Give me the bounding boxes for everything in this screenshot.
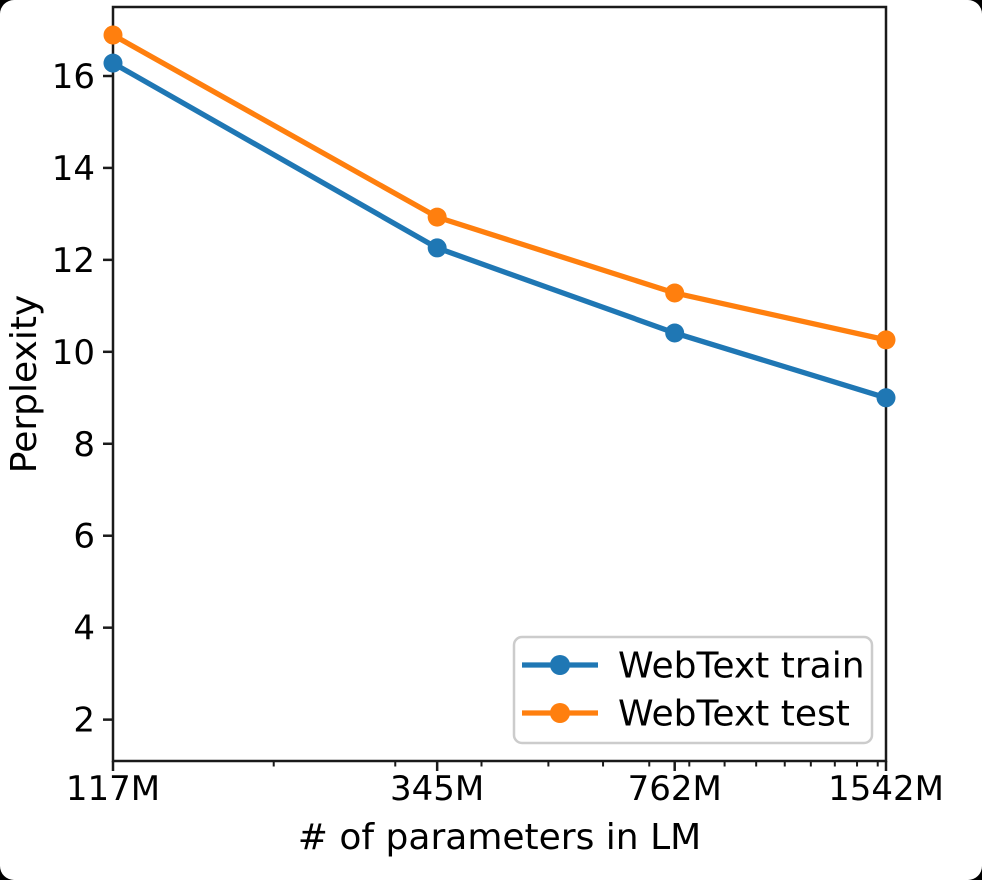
data-point-webtext-test-762m: [665, 283, 685, 303]
data-point-webtext-test-345m: [427, 207, 447, 227]
x-axis-tick-label: 117M: [66, 769, 160, 809]
legend-label-webtext-test: WebText test: [618, 694, 850, 735]
data-point-webtext-train-345m: [427, 238, 447, 258]
data-point-webtext-test-1542m: [876, 330, 896, 350]
data-point-webtext-train-117m: [103, 53, 123, 73]
x-axis-tick-label: 345M: [390, 769, 484, 809]
y-axis-tick-label: 6: [73, 517, 95, 557]
series-line-webtext-test: [111, 32, 887, 343]
legend-swatch-marker-webtext-test: [550, 703, 570, 723]
y-axis-tick-label: 16: [52, 57, 95, 97]
plot-area-spines: [111, 5, 888, 763]
y-axis-tick-label: 8: [73, 425, 95, 465]
x-axis-label: # of parameters in LM: [298, 817, 701, 858]
y-axis-label: Perplexity: [4, 295, 45, 473]
x-axis-tick-label: 762M: [628, 769, 722, 809]
y-axis-tick-label: 2: [73, 701, 95, 741]
y-axis-tick-label: 14: [52, 149, 95, 189]
series-line-webtext-train: [111, 60, 887, 401]
x-axis-tick-label: 1542M: [828, 769, 944, 809]
y-axis-tick-label: 12: [52, 241, 95, 281]
y-axis-tick-label: 4: [73, 609, 95, 649]
legend-swatch-marker-webtext-train: [550, 655, 570, 675]
legend-box: [512, 635, 874, 745]
legend-label-webtext-train: WebText train: [618, 646, 865, 687]
y-axis-tick-label: 10: [52, 333, 95, 373]
data-point-webtext-train-1542m: [876, 388, 896, 408]
data-point-webtext-test-117m: [103, 25, 123, 45]
data-point-webtext-train-762m: [665, 323, 685, 343]
